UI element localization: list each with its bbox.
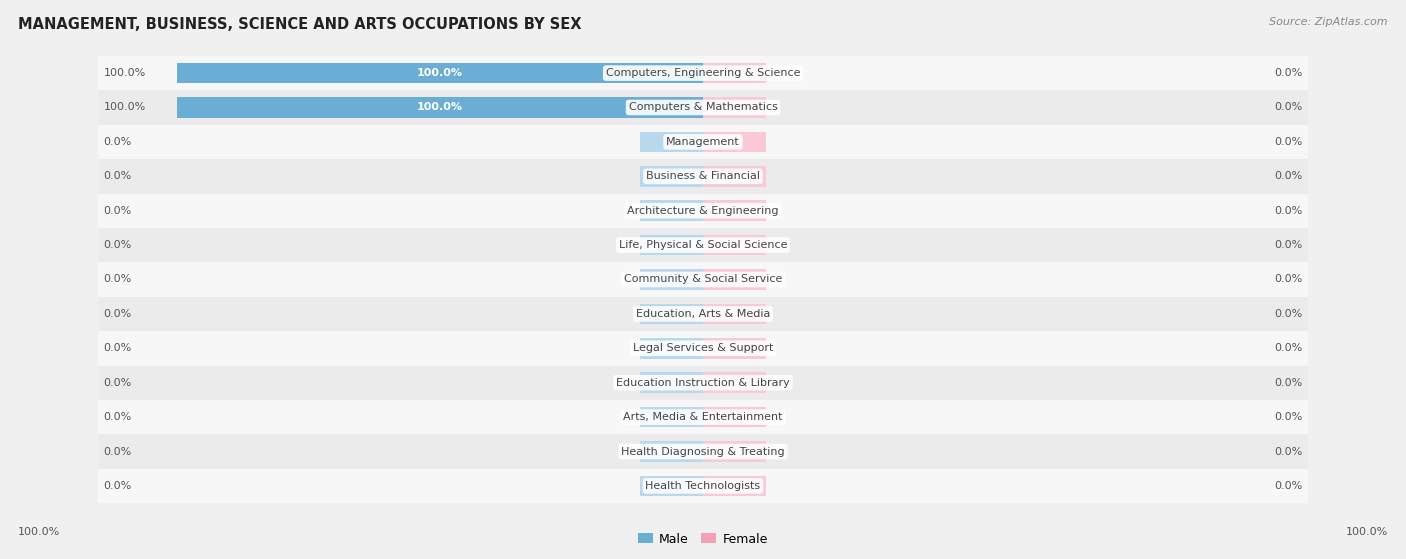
Bar [640,269,703,290]
Bar [703,166,766,187]
Text: 0.0%: 0.0% [1274,137,1302,147]
Text: 0.0%: 0.0% [1274,68,1302,78]
Text: Source: ZipAtlas.com: Source: ZipAtlas.com [1270,17,1388,27]
Text: 0.0%: 0.0% [104,240,132,250]
Bar [703,97,766,118]
Bar [640,131,703,152]
Text: 0.0%: 0.0% [104,206,132,216]
Text: Architecture & Engineering: Architecture & Engineering [627,206,779,216]
Text: Computers, Engineering & Science: Computers, Engineering & Science [606,68,800,78]
Text: 0.0%: 0.0% [104,412,132,422]
Text: 0.0%: 0.0% [1274,274,1302,285]
Bar [177,63,703,83]
Text: 100.0%: 100.0% [104,68,146,78]
Text: 100.0%: 100.0% [1346,527,1388,537]
Text: 0.0%: 0.0% [104,378,132,388]
Bar [640,338,703,359]
Text: 0.0%: 0.0% [1274,412,1302,422]
Text: Legal Services & Support: Legal Services & Support [633,343,773,353]
Text: Health Diagnosing & Treating: Health Diagnosing & Treating [621,447,785,457]
Bar [703,304,766,324]
Bar [703,441,766,462]
FancyBboxPatch shape [98,159,1308,193]
Text: Arts, Media & Entertainment: Arts, Media & Entertainment [623,412,783,422]
Text: Management: Management [666,137,740,147]
Bar [703,476,766,496]
Text: Education Instruction & Library: Education Instruction & Library [616,378,790,388]
Text: Life, Physical & Social Science: Life, Physical & Social Science [619,240,787,250]
Bar [703,338,766,359]
Text: 0.0%: 0.0% [1274,378,1302,388]
Text: Computers & Mathematics: Computers & Mathematics [628,102,778,112]
Text: 0.0%: 0.0% [1274,481,1302,491]
FancyBboxPatch shape [98,400,1308,434]
Text: 0.0%: 0.0% [104,343,132,353]
Bar [640,372,703,393]
Text: 100.0%: 100.0% [418,102,463,112]
Text: 0.0%: 0.0% [1274,309,1302,319]
Bar [640,407,703,428]
Bar [640,476,703,496]
Bar [640,166,703,187]
Text: 100.0%: 100.0% [418,68,463,78]
Text: Community & Social Service: Community & Social Service [624,274,782,285]
Text: 0.0%: 0.0% [1274,343,1302,353]
FancyBboxPatch shape [98,125,1308,159]
Bar [703,269,766,290]
Text: Health Technologists: Health Technologists [645,481,761,491]
Legend: Male, Female: Male, Female [633,528,773,551]
Text: 0.0%: 0.0% [1274,171,1302,181]
Text: 100.0%: 100.0% [18,527,60,537]
Text: 0.0%: 0.0% [104,274,132,285]
FancyBboxPatch shape [98,468,1308,503]
FancyBboxPatch shape [98,193,1308,228]
Text: MANAGEMENT, BUSINESS, SCIENCE AND ARTS OCCUPATIONS BY SEX: MANAGEMENT, BUSINESS, SCIENCE AND ARTS O… [18,17,582,32]
Bar [177,97,703,118]
Bar [640,200,703,221]
Bar [640,304,703,324]
Text: 0.0%: 0.0% [104,137,132,147]
Bar [640,441,703,462]
Text: 0.0%: 0.0% [104,447,132,457]
Text: 0.0%: 0.0% [1274,447,1302,457]
Text: 0.0%: 0.0% [104,481,132,491]
Bar [703,372,766,393]
Bar [703,131,766,152]
Bar [703,200,766,221]
FancyBboxPatch shape [98,297,1308,331]
FancyBboxPatch shape [98,331,1308,366]
FancyBboxPatch shape [98,91,1308,125]
Bar [703,407,766,428]
FancyBboxPatch shape [98,366,1308,400]
Text: 0.0%: 0.0% [104,309,132,319]
Bar [703,63,766,83]
Text: Business & Financial: Business & Financial [645,171,761,181]
Text: 0.0%: 0.0% [104,171,132,181]
FancyBboxPatch shape [98,434,1308,468]
FancyBboxPatch shape [98,56,1308,91]
FancyBboxPatch shape [98,262,1308,297]
Text: 0.0%: 0.0% [1274,206,1302,216]
Text: 0.0%: 0.0% [1274,102,1302,112]
Bar [640,235,703,255]
Bar [703,235,766,255]
FancyBboxPatch shape [98,228,1308,262]
Text: Education, Arts & Media: Education, Arts & Media [636,309,770,319]
Text: 100.0%: 100.0% [104,102,146,112]
Text: 0.0%: 0.0% [1274,240,1302,250]
